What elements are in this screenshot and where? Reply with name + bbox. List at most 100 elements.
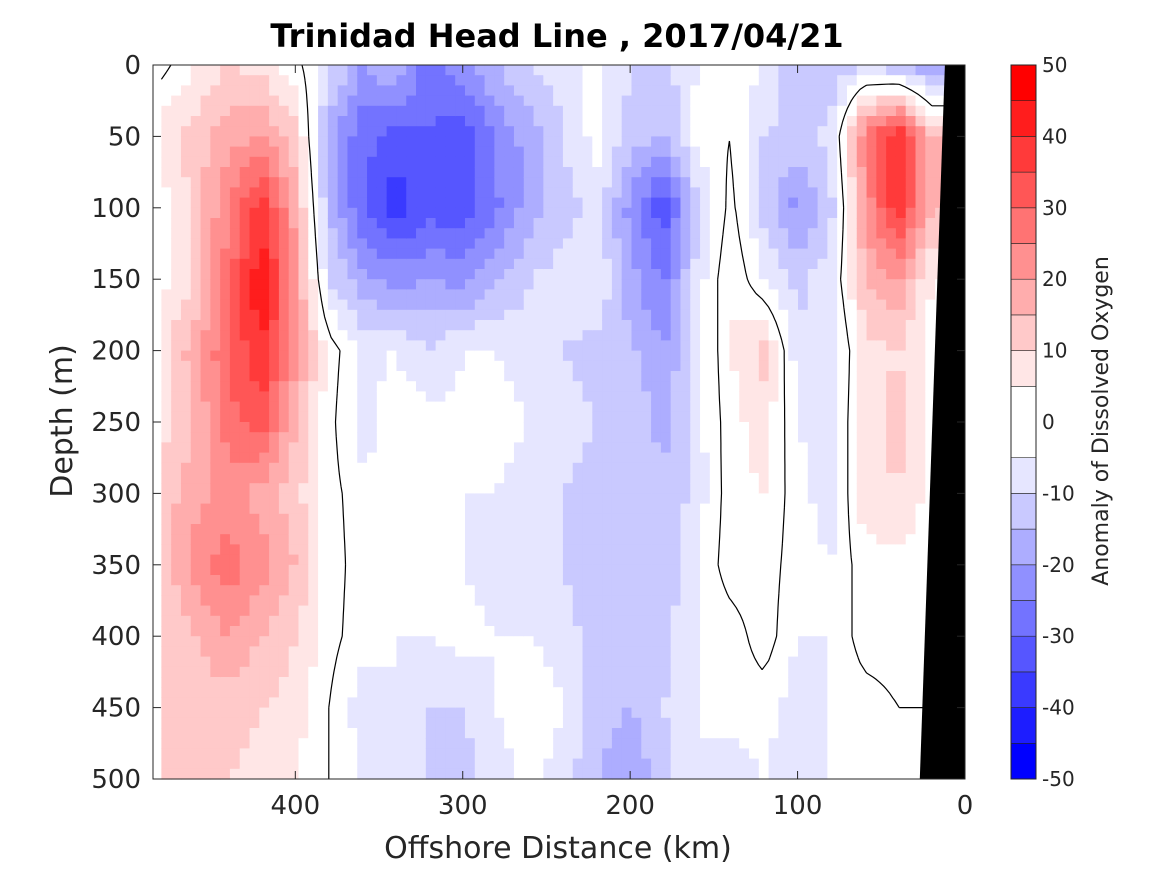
field-cell: [513, 758, 525, 770]
field-cell: [210, 462, 221, 474]
field-cell: [651, 564, 662, 576]
field-cell: [171, 350, 182, 362]
field-cell: [269, 554, 280, 566]
field-cell: [327, 187, 339, 199]
field-cell: [239, 728, 251, 739]
field-cell: [543, 65, 554, 76]
field-cell: [494, 207, 505, 219]
field-cell: [768, 411, 779, 423]
field-cell: [298, 167, 309, 178]
field-cell: [827, 197, 838, 209]
field-cell: [660, 116, 672, 127]
field-cell: [376, 391, 388, 403]
field-cell: [425, 758, 437, 770]
field-cell: [562, 717, 574, 729]
field-cell: [464, 595, 476, 607]
field-cell: [337, 605, 349, 617]
field-cell: [210, 442, 221, 454]
field-cell: [445, 697, 456, 709]
field-cell: [729, 717, 740, 729]
field-cell: [572, 615, 584, 627]
field-cell: [562, 371, 574, 382]
field-cell: [269, 105, 280, 117]
field-cell: [788, 666, 799, 678]
field-cell: [709, 248, 721, 260]
field-cell: [229, 187, 241, 199]
field-cell: [778, 177, 789, 188]
field-cell: [543, 371, 554, 382]
field-cell: [709, 279, 721, 290]
field-cell: [474, 605, 486, 617]
field-cell: [278, 401, 290, 413]
field-cell: [455, 442, 466, 454]
field-cell: [562, 452, 574, 464]
field-cell: [758, 126, 770, 137]
field-cell: [739, 146, 750, 158]
field-cell: [553, 473, 564, 484]
field-cell: [758, 299, 770, 311]
field-cell: [592, 615, 603, 627]
field-cell: [347, 146, 358, 158]
field-cell: [807, 95, 819, 107]
field-cell: [817, 207, 828, 219]
field-cell: [504, 136, 515, 148]
field-cell: [220, 564, 231, 576]
field-cell: [327, 330, 339, 341]
field-cell: [778, 677, 789, 688]
field-cell: [621, 116, 633, 127]
field-cell: [827, 513, 838, 525]
field-cell: [602, 697, 613, 709]
field-cell: [200, 85, 211, 97]
field-cell: [817, 401, 828, 413]
field-cell: [641, 197, 652, 209]
field-cell: [631, 207, 642, 219]
field-cell: [210, 248, 221, 260]
field-cell: [562, 85, 574, 97]
field-cell: [670, 105, 682, 117]
field-cell: [719, 126, 731, 137]
field-cell: [435, 136, 446, 148]
field-cell: [288, 218, 300, 229]
field-cell: [249, 279, 260, 290]
field-cell: [837, 656, 848, 668]
field-cell: [298, 218, 309, 229]
field-cell: [249, 585, 260, 596]
field-cell: [572, 269, 584, 280]
field-cell: [337, 167, 349, 178]
field-cell: [513, 116, 525, 127]
field-cell: [690, 340, 701, 352]
field-cell: [690, 167, 701, 178]
field-cell: [631, 197, 642, 209]
field-cell: [660, 156, 672, 168]
field-cell: [249, 207, 260, 219]
field-cell: [768, 136, 779, 148]
field-cell: [464, 442, 476, 454]
field-cell: [308, 422, 319, 433]
field-cell: [259, 228, 270, 239]
field-cell: [700, 197, 711, 209]
field-cell: [396, 432, 407, 443]
field-cell: [592, 330, 603, 341]
field-cell: [445, 748, 456, 760]
field-cell: [298, 524, 309, 535]
field-cell: [739, 687, 750, 698]
field-cell: [553, 687, 564, 698]
field-cell: [435, 156, 446, 168]
field-cell: [592, 554, 603, 566]
field-cell: [729, 656, 740, 668]
field-cell: [239, 309, 251, 321]
field-cell: [445, 95, 456, 107]
field-cell: [376, 544, 388, 556]
field-cell: [788, 697, 799, 709]
field-cell: [376, 75, 388, 86]
field-cell: [376, 279, 388, 290]
field-cell: [631, 452, 642, 464]
field-cell: [278, 330, 290, 341]
field-cell: [357, 615, 368, 627]
field-cell: [367, 167, 378, 178]
field-cell: [249, 350, 260, 362]
field-cell: [513, 279, 525, 290]
field-cell: [435, 95, 446, 107]
field-cell: [416, 391, 427, 403]
field-cell: [572, 167, 584, 178]
